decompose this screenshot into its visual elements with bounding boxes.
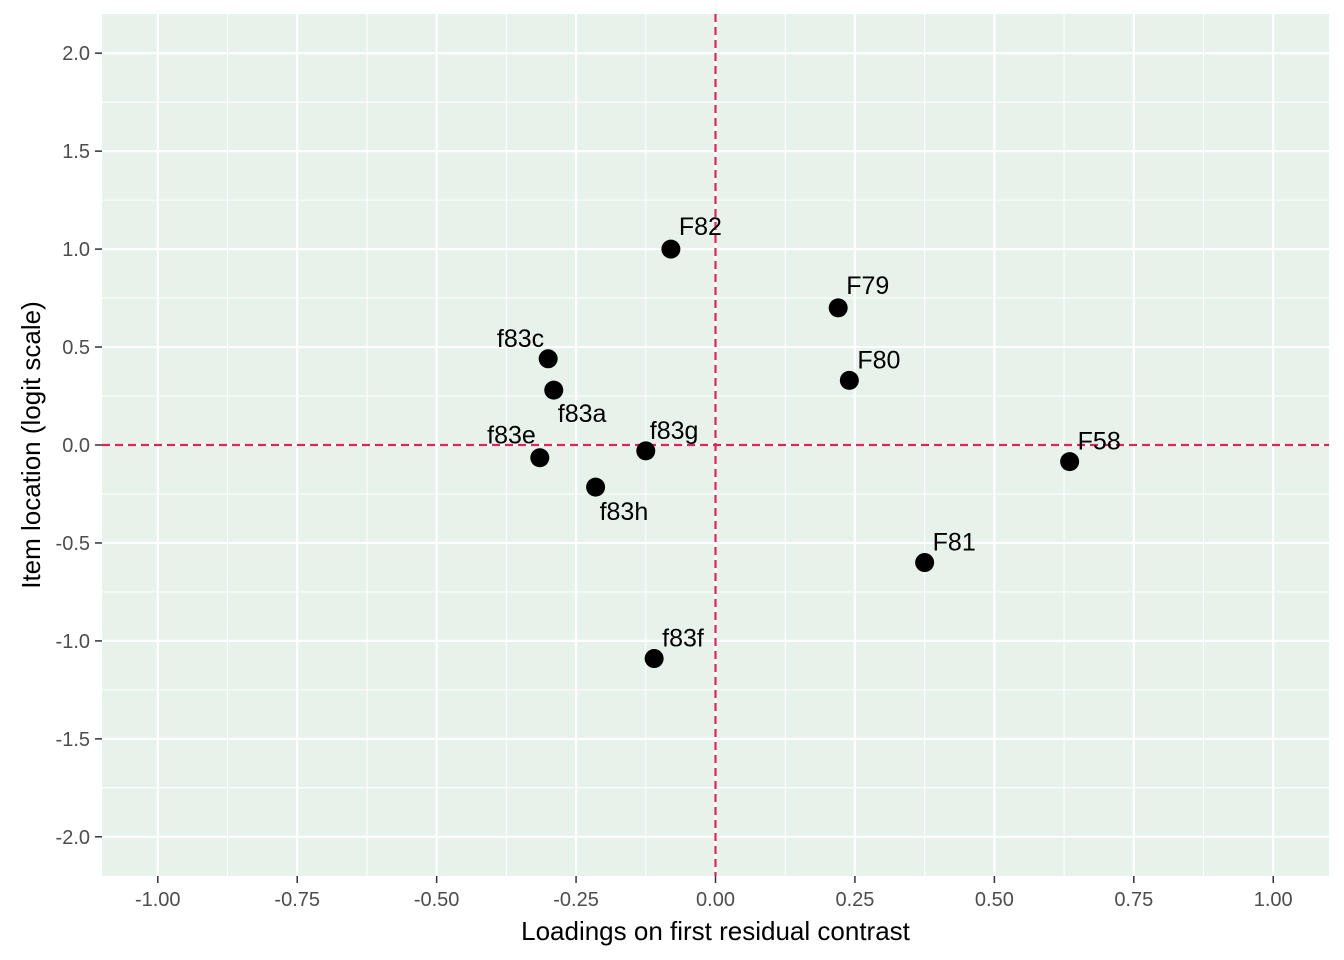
data-point-f83e (530, 448, 550, 468)
x-tick-label: -0.25 (553, 889, 599, 911)
point-label-F80: F80 (857, 346, 900, 374)
data-point-f83f (644, 649, 664, 669)
y-tick-label: -1.5 (56, 729, 90, 751)
y-tick-label: 0.0 (62, 435, 90, 457)
point-label-F58: F58 (1078, 428, 1121, 456)
x-tick-label: -0.50 (414, 889, 460, 911)
x-tick-label: -1.00 (135, 889, 181, 911)
y-tick-label: 0.5 (62, 337, 90, 359)
data-point-F82 (661, 239, 681, 259)
data-point-f83c (538, 349, 558, 369)
x-tick-label: 0.75 (1114, 889, 1153, 911)
point-label-f83f: f83f (662, 625, 704, 653)
data-point-F58 (1060, 452, 1080, 472)
y-tick-label: -0.5 (56, 533, 90, 555)
x-tick-label: 1.00 (1254, 889, 1293, 911)
x-axis-title: Loadings on first residual contrast (521, 916, 911, 946)
x-tick-label: 0.50 (975, 889, 1014, 911)
point-label-f83a: f83a (558, 400, 607, 428)
reference-lines (102, 14, 1329, 876)
x-axis: -1.00 -0.75 -0.50 -0.25 0.00 0.25 0.50 0.75 1.00 (135, 876, 1293, 911)
data-point-F80 (839, 370, 859, 390)
point-label-F82: F82 (679, 213, 722, 241)
data-point-F81 (915, 553, 935, 573)
x-tick-label: 0.25 (835, 889, 874, 911)
point-label-f83h: f83h (600, 498, 649, 526)
y-axis-title: Item location (logit scale) (16, 301, 46, 589)
data-points (530, 239, 1080, 669)
point-label-f83c: f83c (497, 325, 544, 353)
point-labels: F82 F79 f83c f83a F80 f83e f83g f83h F58 F81 f83f (487, 213, 1121, 652)
data-point-f83h (586, 477, 606, 497)
y-tick-label: -1.0 (56, 631, 90, 653)
y-tick-label: 1.5 (62, 141, 90, 163)
point-label-F79: F79 (846, 272, 889, 300)
point-label-F81: F81 (933, 529, 976, 557)
y-tick-label: -2.0 (56, 827, 90, 849)
point-label-f83e: f83e (487, 422, 536, 450)
y-axis: -2.0 -1.5 -1.0 -0.5 0.0 0.5 1.0 1.5 2.0 (56, 43, 102, 849)
point-label-f83g: f83g (650, 417, 699, 445)
x-tick-label: -0.75 (274, 889, 320, 911)
data-point-F79 (828, 298, 848, 318)
y-tick-label: 2.0 (62, 43, 90, 65)
x-tick-label: 0.00 (696, 889, 735, 911)
data-point-f83g (636, 441, 656, 461)
data-point-f83a (544, 380, 564, 400)
y-tick-label: 1.0 (62, 239, 90, 261)
